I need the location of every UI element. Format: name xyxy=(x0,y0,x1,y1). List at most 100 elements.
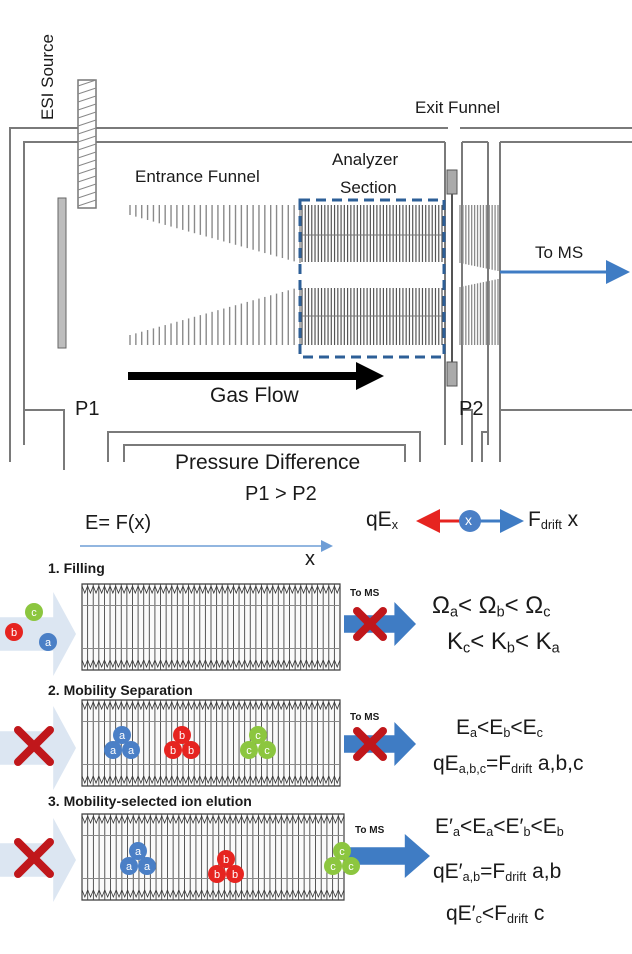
cross-stroke xyxy=(353,607,387,641)
trap-chevron xyxy=(171,585,178,595)
to-ms-arrow-3 xyxy=(346,834,430,878)
trap-chevron xyxy=(311,775,318,785)
trap-chevron xyxy=(178,815,185,825)
trap-chevron xyxy=(315,815,322,825)
trap-chevron xyxy=(258,889,265,899)
trap-chevron xyxy=(235,815,242,825)
trap-chevron xyxy=(320,815,328,825)
trap-chevron xyxy=(255,775,262,785)
trap-chevron xyxy=(292,889,299,899)
trap-chevron xyxy=(201,815,208,825)
trap-chevron xyxy=(277,701,285,711)
trap-chevron xyxy=(167,815,174,825)
trap-chevron xyxy=(272,775,279,785)
ion-x-label: x xyxy=(465,512,472,528)
trap-chevron xyxy=(289,659,296,669)
trap-chevron xyxy=(160,585,167,595)
trap-chevron xyxy=(275,889,282,899)
trap-chevron xyxy=(286,889,294,899)
trap-chevron xyxy=(149,889,157,899)
ion-b: b xyxy=(5,623,23,641)
ion-cluster-c: cc c xyxy=(240,726,276,759)
trap-chevron xyxy=(87,659,94,669)
trap-chevron xyxy=(249,585,257,595)
trap-chevron xyxy=(244,659,251,669)
trap-chevron xyxy=(171,659,178,669)
trap-chevron xyxy=(120,775,128,785)
trap-chevron xyxy=(109,659,117,669)
ion-letter: a xyxy=(128,745,135,757)
blocked-cross-4 xyxy=(14,838,54,878)
trap-chevron xyxy=(258,815,265,825)
trap-chevron xyxy=(283,775,290,785)
trap-chevron xyxy=(249,701,257,711)
trap-chevron xyxy=(171,775,178,785)
ion-letter: a xyxy=(126,861,133,873)
trap-chevron xyxy=(283,659,290,669)
trap-chevron xyxy=(120,701,128,711)
trap-chevron xyxy=(176,585,184,595)
exit-funnel-label: Exit Funnel xyxy=(415,98,501,117)
trap-chevron xyxy=(227,585,234,595)
ion-cluster-c: cc c xyxy=(324,842,360,875)
trap-chevron xyxy=(92,701,100,711)
trap-chevron xyxy=(171,701,178,711)
analyzer-section-box xyxy=(298,198,446,359)
trap-chevron xyxy=(317,659,324,669)
trap-chevron xyxy=(143,585,150,595)
trap-chevron xyxy=(221,585,229,595)
ion-letter: b xyxy=(232,869,238,881)
trap-chevron xyxy=(148,775,156,785)
trap-chevron xyxy=(154,585,161,595)
trap-chevron xyxy=(176,775,184,785)
trap-chevron xyxy=(300,701,307,711)
pressure-difference-label: Pressure Difference xyxy=(175,451,361,474)
trap-chevron xyxy=(263,889,271,899)
trap-chevron xyxy=(161,815,168,825)
trap-chevron xyxy=(155,815,163,825)
trap-chevron xyxy=(303,815,311,825)
field-equation-label: E= F(x) xyxy=(85,512,152,534)
instrument-housing xyxy=(9,127,632,470)
trap-chevron xyxy=(172,815,180,825)
blocked-cross-3 xyxy=(353,727,387,761)
trap-chevron xyxy=(300,775,307,785)
ion-letter: c xyxy=(31,607,37,619)
trap-chevron xyxy=(277,775,285,785)
trap-chevron xyxy=(210,775,217,785)
p1-label: P1 xyxy=(75,398,100,420)
trap-chevron xyxy=(210,585,217,595)
trap-chevron xyxy=(143,775,150,785)
trap-chevron xyxy=(137,659,145,669)
trap-chevron xyxy=(294,585,302,595)
trap-chevron xyxy=(266,659,274,669)
trap-chevron xyxy=(127,889,134,899)
trap-chevron xyxy=(328,659,335,669)
trap-chevron xyxy=(98,775,105,785)
ion-letter: b xyxy=(188,745,194,757)
analyzer-electrodes xyxy=(301,205,443,345)
trap-chevron xyxy=(205,775,212,785)
trap-chevron xyxy=(87,585,94,595)
force-balance xyxy=(416,509,524,533)
trap-chevron xyxy=(238,659,246,669)
trap-chevron xyxy=(110,815,117,825)
trap-chevron xyxy=(165,659,173,669)
trap-chevron xyxy=(148,659,156,669)
step2-title: 2. Mobility Separation xyxy=(48,682,193,698)
trap-chevron xyxy=(289,775,296,785)
ion-circle xyxy=(164,741,182,759)
ion-circle xyxy=(129,842,147,860)
trap-chevron xyxy=(201,889,208,899)
ion-c: c xyxy=(25,603,43,621)
trap-chevron xyxy=(238,701,246,711)
trap-chevron xyxy=(115,815,123,825)
trap-chevron xyxy=(283,701,290,711)
trap-chevron xyxy=(317,775,324,785)
trap-chevron xyxy=(81,659,88,669)
ion-cluster-a: aa a xyxy=(104,726,140,759)
trap-chevron xyxy=(289,585,296,595)
trap-chevron xyxy=(320,889,328,899)
